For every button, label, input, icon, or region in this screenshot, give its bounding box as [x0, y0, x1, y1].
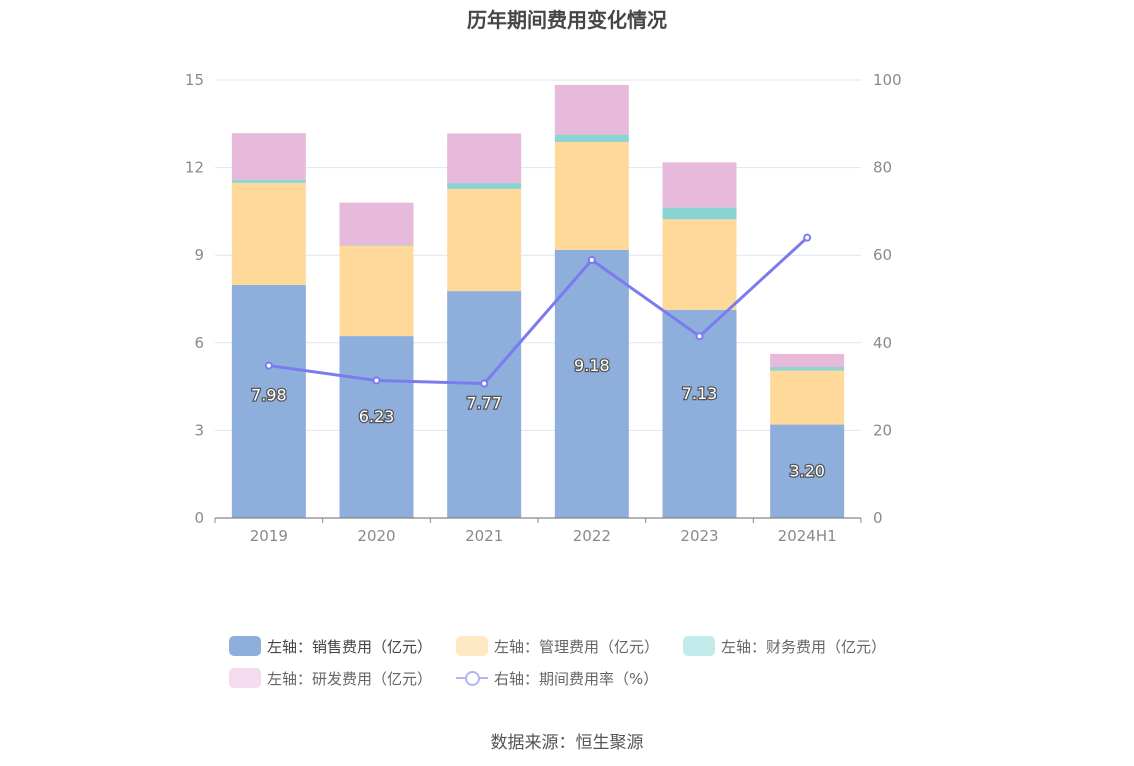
legend-item-finance[interactable]: 左轴：财务费用（亿元） — [683, 636, 886, 657]
bar-segment-0-5[interactable] — [770, 424, 845, 518]
x-tick-label: 2019 — [250, 527, 288, 545]
y-right-tick-label: 40 — [873, 334, 892, 352]
x-tick-label: 2023 — [680, 527, 718, 545]
y-right-tick-label: 100 — [873, 71, 902, 89]
bar-segment-1-5[interactable] — [770, 370, 845, 425]
legend-label-finance: 左轴：财务费用（亿元） — [721, 637, 887, 656]
sales-value-label: 9.18 — [574, 356, 610, 375]
legend-item-expense-ratio[interactable]: 右轴：期间费用率（%） — [456, 668, 658, 689]
legend-item-rnd[interactable]: 左轴：研发费用（亿元） — [229, 668, 432, 689]
legend-swatch-sales — [229, 636, 261, 656]
expense-ratio-line — [268, 236, 809, 386]
bar-segment-1-0[interactable] — [231, 182, 306, 285]
bar-segment-3-4[interactable] — [662, 162, 737, 208]
expense-ratio-point[interactable] — [372, 376, 381, 385]
data-source: 数据来源：恒生聚源 — [490, 733, 644, 753]
bar-segment-3-2[interactable] — [447, 133, 522, 184]
x-tick-label: 2022 — [573, 527, 611, 545]
expense-ratio-point[interactable] — [695, 332, 704, 341]
bar-segment-2-4[interactable] — [662, 207, 737, 220]
bar-segment-0-1[interactable] — [339, 336, 414, 518]
bar-segment-3-0[interactable] — [231, 133, 306, 180]
sales-value-label: 7.77 — [466, 393, 502, 412]
y-left-tick-label: 9 — [194, 246, 204, 264]
expense-ratio-point[interactable] — [264, 361, 273, 370]
legend-label-sales: 左轴：销售费用（亿元） — [267, 637, 433, 656]
y-left-tick-label: 3 — [194, 421, 204, 439]
legend: 左轴：销售费用（亿元） 左轴：管理费用（亿元） 左轴：财务费用（亿元） 左轴：研… — [229, 630, 929, 694]
bar-segment-0-4[interactable] — [662, 309, 737, 518]
bar-segment-0-0[interactable] — [231, 284, 306, 518]
x-tick-label: 2024H1 — [778, 527, 837, 545]
legend-item-sales[interactable]: 左轴：销售费用（亿元） — [229, 636, 432, 657]
sales-value-label: 7.98 — [251, 386, 287, 405]
y-left-tick-label: 0 — [194, 509, 204, 527]
y-left-tick-label: 15 — [185, 71, 204, 89]
y-left-tick-label: 12 — [185, 159, 204, 177]
legend-swatch-expense-ratio — [456, 668, 489, 688]
bar-segment-1-4[interactable] — [662, 219, 737, 310]
legend-label-rnd: 左轴：研发费用（亿元） — [267, 669, 433, 688]
bar-segment-1-3[interactable] — [554, 141, 629, 250]
expense-ratio-point[interactable] — [803, 233, 812, 242]
x-tick-label: 2021 — [465, 527, 503, 545]
bar-segment-2-3[interactable] — [554, 134, 629, 142]
y-right-tick-label: 80 — [873, 159, 892, 177]
y-left-tick-label: 6 — [194, 334, 204, 352]
y-right-tick-label: 0 — [873, 509, 883, 527]
legend-label-expense-ratio: 右轴：期间费用率（%） — [494, 669, 659, 688]
bar-segment-0-3[interactable] — [554, 249, 629, 518]
legend-swatch-rnd — [229, 668, 261, 688]
sales-value-label: 7.13 — [682, 384, 718, 403]
y-right-tick-label: 60 — [873, 246, 892, 264]
bar-segment-2-0[interactable] — [231, 179, 306, 183]
bar-segment-1-1[interactable] — [339, 245, 414, 337]
bar-segment-1-2[interactable] — [447, 188, 522, 292]
bar-segment-2-2[interactable] — [447, 183, 522, 189]
bar-segment-0-2[interactable] — [447, 291, 522, 518]
expense-ratio-point[interactable] — [587, 256, 596, 265]
bar-segment-2-1[interactable] — [339, 244, 414, 246]
legend-item-admin[interactable]: 左轴：管理费用（亿元） — [456, 636, 659, 657]
y-right-tick-label: 20 — [873, 421, 892, 439]
bar-segment-3-3[interactable] — [554, 84, 629, 135]
legend-swatch-admin — [456, 636, 489, 656]
chart-title: 历年期间费用变化情况 — [467, 8, 667, 32]
legend-label-admin: 左轴：管理费用（亿元） — [494, 637, 660, 656]
bar-segment-3-1[interactable] — [339, 202, 414, 245]
sales-value-label: 6.23 — [359, 407, 395, 426]
bar-segment-2-5[interactable] — [770, 367, 845, 371]
legend-swatch-finance — [683, 636, 716, 656]
expense-ratio-point[interactable] — [480, 379, 489, 388]
sales-value-label: 3.20 — [789, 461, 825, 480]
bar-segment-3-5[interactable] — [770, 353, 845, 368]
x-tick-label: 2020 — [357, 527, 395, 545]
